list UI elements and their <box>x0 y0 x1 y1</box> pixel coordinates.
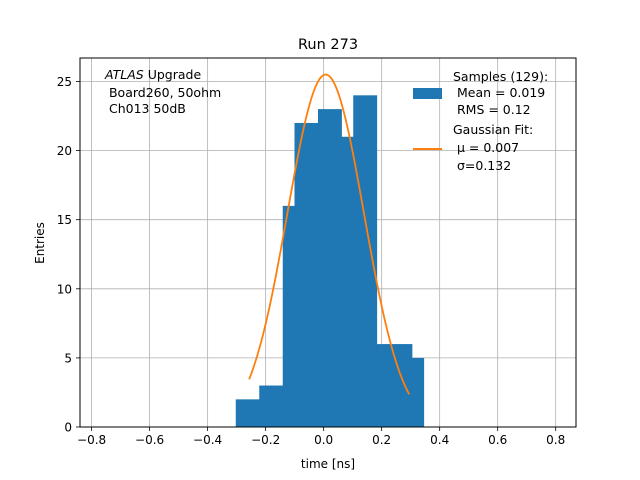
legend-fit-line-1: Gaussian Fit: <box>453 122 533 137</box>
legend-fit-line-2: μ = 0.007 <box>453 140 519 155</box>
legend-samples-line-2: Mean = 0.019 <box>453 85 545 100</box>
legend-samples-line-1: Samples (129): <box>453 69 548 84</box>
legend-fit-line-3: σ=0.132 <box>453 158 511 173</box>
histogram-bar <box>364 95 378 427</box>
x-tick-label: −0.2 <box>251 433 280 447</box>
histogram-bar <box>306 122 319 428</box>
x-tick-label: 0.2 <box>372 433 391 447</box>
atlas-label: ATLAS <box>104 67 144 82</box>
histogram-bar <box>400 344 413 427</box>
x-tick-label: −0.4 <box>193 433 222 447</box>
x-axis-ticks: −0.8 −0.6 −0.4 −0.2 0.0 0.2 0.4 0.6 0.8 <box>77 427 565 447</box>
histogram-bar <box>317 109 331 428</box>
histogram-bar <box>235 399 248 427</box>
y-tick-label: 20 <box>57 144 72 158</box>
histogram-bar <box>353 95 366 427</box>
x-tick-label: 0.8 <box>546 433 565 447</box>
histogram-bars <box>235 95 425 428</box>
y-tick-label: 25 <box>57 75 72 89</box>
x-tick-label: 0.4 <box>430 433 449 447</box>
legend: Samples (129): Mean = 0.019 RMS = 0.12 G… <box>413 69 548 173</box>
y-tick-label: 15 <box>57 213 72 227</box>
histogram-bar <box>341 136 354 428</box>
chart-title: Run 273 <box>298 37 358 53</box>
y-axis-label: Entries <box>33 222 47 264</box>
x-tick-label: −0.8 <box>77 433 106 447</box>
x-axis-label: time [ns] <box>301 457 355 471</box>
x-tick-label: 0.6 <box>488 433 507 447</box>
histogram-bar <box>376 344 389 427</box>
histogram-bar <box>282 205 295 427</box>
y-tick-label: 0 <box>64 421 72 435</box>
histogram-bar <box>247 399 260 427</box>
gaussian-fit-curve <box>248 73 411 395</box>
plot-area-frame <box>79 57 577 428</box>
legend-samples-patch <box>413 88 442 99</box>
legend-samples-line-3: RMS = 0.12 <box>453 102 531 117</box>
annotation-upgrade: Upgrade <box>144 67 202 82</box>
y-tick-label: 10 <box>57 282 72 296</box>
histogram-bar <box>259 385 272 427</box>
annotation-line-3: Ch013 50dB <box>105 101 186 116</box>
x-tick-label: 0.0 <box>314 433 333 447</box>
y-tick-label: 5 <box>64 351 72 365</box>
histogram-bar <box>271 385 284 427</box>
x-tick-label: −0.6 <box>135 433 164 447</box>
atlas-annotation: ATLAS Upgrade Board260, 50ohm Ch013 50dB <box>104 67 221 116</box>
annotation-line-2: Board260, 50ohm <box>105 85 221 100</box>
histogram-bar <box>411 357 425 427</box>
gaussian-fit-layer <box>248 73 411 395</box>
histogram-bar <box>329 109 342 428</box>
histogram-bar <box>294 122 307 428</box>
annotation-line-1: ATLAS Upgrade <box>104 67 201 82</box>
y-axis-ticks: 0 5 10 15 20 25 <box>57 75 80 435</box>
